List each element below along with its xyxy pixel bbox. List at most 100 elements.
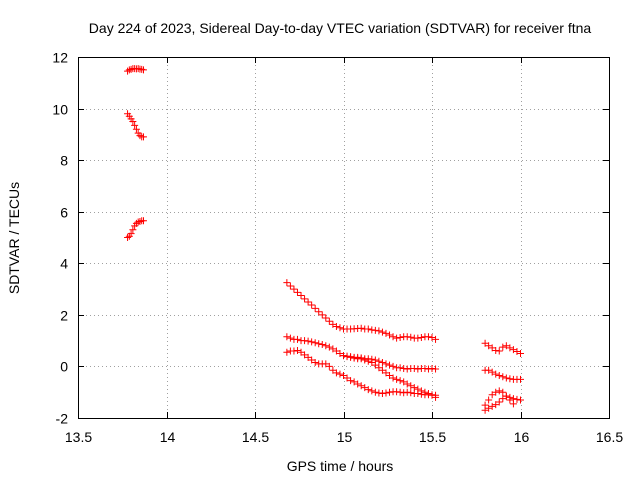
- data-point: [506, 396, 514, 404]
- data-point: [407, 389, 415, 397]
- data-point: [424, 333, 432, 341]
- data-point: [364, 386, 372, 394]
- data-point: [311, 339, 319, 347]
- data-point: [304, 337, 312, 345]
- data-point: [308, 338, 316, 346]
- data-point: [297, 292, 305, 300]
- data-point: [396, 377, 404, 385]
- data-point: [357, 324, 365, 332]
- data-point: [375, 357, 383, 365]
- data-point: [375, 327, 383, 335]
- data-point: [371, 361, 379, 369]
- data-point: [315, 308, 323, 316]
- data-point: [286, 334, 294, 342]
- data-point: [485, 366, 493, 374]
- axis-ticks: [78, 57, 610, 419]
- data-point: [329, 320, 337, 328]
- y-tick-label: 12: [52, 50, 68, 66]
- data-point: [400, 389, 408, 397]
- data-point: [506, 375, 514, 383]
- data-point: [286, 282, 294, 290]
- data-point: [293, 335, 301, 343]
- data-point: [396, 364, 404, 372]
- data-point: [389, 374, 397, 382]
- data-point: [304, 353, 312, 361]
- data-point: [322, 342, 330, 350]
- data-point: [513, 347, 521, 355]
- data-point: [382, 369, 390, 377]
- y-tick-label: 0: [60, 359, 68, 375]
- data-point: [414, 334, 422, 342]
- data-points: [124, 65, 524, 414]
- data-point: [509, 346, 517, 354]
- data-point: [350, 354, 358, 362]
- data-point: [332, 322, 340, 330]
- data-point: [325, 343, 333, 351]
- series-arc-c2: [481, 366, 524, 383]
- data-point: [371, 326, 379, 334]
- data-point: [382, 360, 390, 368]
- data-point: [311, 304, 319, 312]
- data-point: [517, 375, 524, 383]
- data-point: [517, 350, 524, 358]
- data-point: [318, 341, 326, 349]
- data-point: [304, 298, 312, 306]
- data-point: [396, 388, 404, 396]
- y-tick-labels: -2 0 2 4 6 8 10 12: [52, 50, 68, 427]
- data-point: [283, 279, 291, 287]
- data-point: [354, 380, 362, 388]
- data-point: [407, 333, 415, 341]
- data-point: [403, 380, 411, 388]
- y-axis-label: SDTVAR / TECUs: [6, 182, 22, 294]
- x-tick-label: 13.5: [65, 429, 92, 445]
- y-tick-label: 8: [60, 153, 68, 169]
- data-point: [488, 391, 496, 399]
- data-point: [308, 356, 316, 364]
- data-point: [488, 402, 496, 410]
- data-point: [332, 369, 340, 377]
- data-point: [492, 401, 500, 409]
- data-point: [322, 360, 330, 368]
- data-point: [393, 375, 401, 383]
- series-arc-c4: [481, 387, 517, 409]
- data-point: [127, 230, 135, 238]
- y-tick-label: 6: [60, 205, 68, 221]
- data-point: [428, 391, 436, 399]
- data-point: [139, 217, 147, 225]
- data-point: [378, 328, 386, 336]
- data-point: [513, 395, 521, 403]
- y-tick-label: -2: [56, 411, 69, 427]
- data-point: [495, 398, 503, 406]
- data-point: [403, 365, 411, 373]
- data-point: [129, 226, 137, 234]
- data-point: [124, 67, 132, 75]
- data-point: [499, 388, 507, 396]
- data-point: [124, 234, 132, 241]
- data-point: [386, 361, 394, 369]
- x-tick-label: 16.5: [596, 429, 623, 445]
- data-point: [361, 384, 369, 392]
- data-point: [136, 218, 144, 226]
- data-point: [364, 325, 372, 333]
- y-tick-label: 2: [60, 308, 68, 324]
- data-point: [517, 396, 524, 404]
- data-point: [329, 345, 337, 353]
- data-point: [389, 333, 397, 341]
- data-point: [371, 388, 379, 396]
- data-point: [400, 378, 408, 386]
- data-point: [325, 317, 333, 325]
- data-point: [389, 362, 397, 370]
- data-point: [290, 347, 298, 355]
- data-point: [382, 329, 390, 337]
- data-point: [134, 218, 142, 226]
- data-point: [127, 65, 135, 73]
- series-arc-c3: [481, 392, 524, 414]
- data-point: [311, 359, 319, 367]
- data-point: [417, 387, 425, 395]
- data-point: [378, 366, 386, 374]
- data-point: [134, 65, 142, 73]
- data-point: [129, 117, 137, 125]
- data-point: [499, 373, 507, 381]
- x-tick-label: 15.5: [419, 429, 446, 445]
- data-point: [322, 314, 330, 322]
